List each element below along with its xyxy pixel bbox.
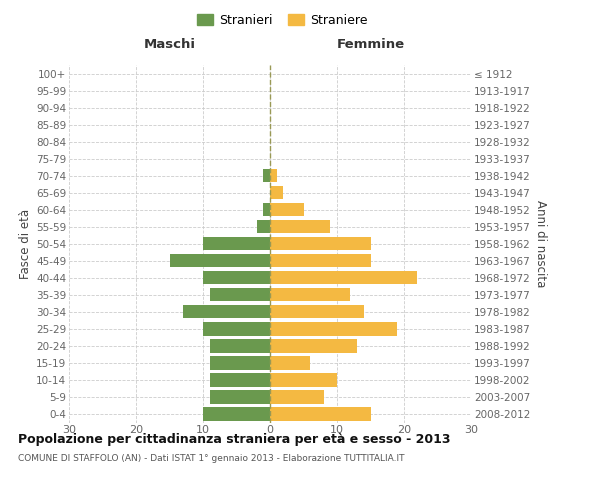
Bar bbox=[183, 305, 270, 318]
Bar bbox=[270, 390, 323, 404]
Y-axis label: Anni di nascita: Anni di nascita bbox=[534, 200, 547, 288]
Text: Popolazione per cittadinanza straniera per età e sesso - 2013: Popolazione per cittadinanza straniera p… bbox=[18, 432, 451, 446]
Bar bbox=[270, 271, 418, 284]
Bar bbox=[263, 169, 270, 182]
Bar bbox=[257, 220, 270, 234]
Text: Maschi: Maschi bbox=[143, 38, 196, 51]
Bar bbox=[203, 408, 270, 420]
Text: Femmine: Femmine bbox=[337, 38, 404, 51]
Bar bbox=[270, 305, 364, 318]
Bar bbox=[270, 220, 331, 234]
Bar bbox=[210, 340, 270, 352]
Bar bbox=[270, 374, 337, 386]
Bar bbox=[270, 322, 397, 336]
Bar bbox=[263, 203, 270, 216]
Bar bbox=[170, 254, 270, 268]
Text: COMUNE DI STAFFOLO (AN) - Dati ISTAT 1° gennaio 2013 - Elaborazione TUTTITALIA.I: COMUNE DI STAFFOLO (AN) - Dati ISTAT 1° … bbox=[18, 454, 404, 463]
Bar bbox=[270, 356, 310, 370]
Bar bbox=[270, 340, 357, 352]
Bar bbox=[210, 288, 270, 302]
Bar bbox=[203, 237, 270, 250]
Bar bbox=[270, 254, 371, 268]
Bar bbox=[270, 186, 283, 200]
Bar bbox=[270, 408, 371, 420]
Bar bbox=[270, 169, 277, 182]
Y-axis label: Fasce di età: Fasce di età bbox=[19, 208, 32, 279]
Bar bbox=[270, 203, 304, 216]
Bar bbox=[210, 356, 270, 370]
Bar bbox=[203, 322, 270, 336]
Legend: Stranieri, Straniere: Stranieri, Straniere bbox=[191, 8, 373, 32]
Bar bbox=[270, 288, 350, 302]
Bar bbox=[210, 374, 270, 386]
Bar bbox=[270, 237, 371, 250]
Bar bbox=[203, 271, 270, 284]
Bar bbox=[210, 390, 270, 404]
